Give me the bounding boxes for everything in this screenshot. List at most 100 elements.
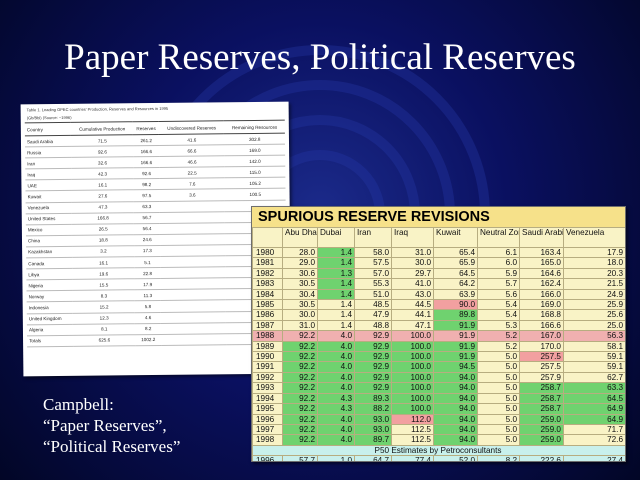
value-cell: 94.0 [433, 403, 478, 415]
table-cell: Mexico [25, 224, 73, 236]
value-cell: 165.0 [519, 257, 564, 269]
value-cell: 92.2 [282, 340, 318, 353]
value-cell: 4.0 [317, 351, 355, 363]
value-cell: 89.3 [354, 392, 392, 405]
value-cell: 5.2 [477, 340, 520, 353]
value-cell: 77.4 [391, 455, 434, 461]
table-cell: 11.3 [134, 289, 161, 302]
year-cell: 1995 [252, 403, 283, 415]
table-cell: 16.1 [72, 256, 135, 269]
table-cell: Kuwait [25, 190, 73, 203]
table-cell [160, 311, 227, 324]
revision-row: 1998 92.2 4.0 89.7 112.5 94.0 5.0 259.0 72.6 [252, 434, 625, 446]
value-cell: 58.0 [354, 246, 392, 259]
value-cell: 164.6 [519, 267, 564, 280]
value-cell: 92.2 [282, 382, 318, 394]
table-cell: 17.9 [134, 278, 161, 291]
table-cell: 19.6 [72, 267, 135, 280]
year-cell: 1990 [252, 351, 283, 363]
value-cell: 1.4 [317, 288, 355, 301]
table-cell: Nigeria [26, 279, 73, 292]
table-cell: 47.3 [72, 201, 134, 214]
value-cell: 258.7 [519, 382, 564, 394]
value-cell: 4.0 [317, 371, 355, 384]
year-cell: 1988 [252, 330, 283, 342]
value-cell: 93.0 [354, 413, 392, 425]
table-cell [160, 244, 226, 257]
table-cell: 92.6 [133, 167, 160, 180]
table-cell: 41.6 [159, 133, 225, 146]
revision-row: 1993 92.2 4.0 92.9 100.0 94.0 5.0 258.7 63.3 [252, 382, 625, 394]
value-cell: 44.5 [391, 299, 434, 311]
revision-row: 1982 30.6 1.3 57.0 29.7 64.5 5.9 164.6 20.3 [252, 267, 625, 280]
table-cell: 32.6 [71, 156, 134, 169]
value-cell: 5.0 [477, 371, 520, 384]
value-cell: 57.0 [354, 267, 392, 280]
column-header: Kuwait [433, 227, 478, 248]
value-cell: 91.9 [433, 351, 478, 363]
value-cell: 100.0 [391, 371, 434, 384]
value-cell: 43.0 [391, 288, 434, 301]
column-header: Venezuela [563, 227, 625, 248]
column-header: Reserves [133, 121, 160, 135]
source-caption: Campbell: “Paper Reserves”, “Political R… [43, 394, 180, 457]
table-cell [160, 222, 226, 235]
value-cell: 29.7 [391, 267, 434, 280]
table-cell: Iran [25, 157, 72, 170]
table-cell: 142.0 [224, 155, 286, 168]
table-cell [160, 233, 226, 246]
value-cell: 55.3 [354, 278, 392, 290]
value-cell: 5.3 [477, 319, 520, 332]
value-cell: 1.0 [317, 455, 355, 461]
revision-row: 1986 30.0 1.4 47.9 44.1 89.8 5.4 168.8 25.6 [252, 309, 625, 321]
table-cell: 3.6 [159, 189, 226, 202]
revisions-table: Abu DhabiDubaiIranIraqKuwaitNeutral Zone… [252, 227, 625, 461]
value-cell: 92.2 [282, 351, 318, 363]
table-cell: 8.2 [135, 323, 162, 335]
value-cell: 5.0 [477, 382, 520, 394]
column-header: Remaining Resources [224, 120, 285, 134]
value-cell: 65.9 [433, 257, 478, 269]
value-cell: 92.2 [282, 330, 318, 342]
value-cell: 64.2 [433, 278, 478, 290]
table-cell: United States [25, 213, 73, 225]
value-cell: 27.4 [563, 455, 625, 461]
value-cell: 64.7 [354, 455, 392, 461]
caption-line-1: Campbell: [43, 395, 114, 414]
table-cell [159, 200, 226, 213]
value-cell: 94.0 [433, 423, 478, 436]
value-cell: 163.4 [519, 246, 564, 259]
table-cell: Libya [26, 268, 73, 281]
value-cell: 91.9 [433, 319, 478, 332]
value-cell: 59.1 [563, 351, 625, 363]
table-cell: United Kingdom [26, 312, 74, 325]
revision-row: 1981 29.0 1.4 57.5 30.0 65.9 6.0 165.0 18.0 [252, 257, 625, 269]
value-cell: 30.5 [282, 278, 318, 290]
table-cell [160, 266, 226, 279]
value-cell: 257.5 [519, 351, 564, 363]
value-cell: 47.1 [391, 319, 434, 332]
value-cell: 31.0 [282, 319, 318, 332]
value-cell: 1.4 [317, 319, 355, 332]
value-cell: 94.0 [433, 382, 478, 394]
value-cell: 5.4 [477, 299, 520, 311]
value-cell: 1.4 [317, 309, 355, 321]
value-cell: 30.5 [282, 299, 318, 311]
year-cell: 1998 [252, 434, 283, 446]
column-header: Abu Dhabi [282, 227, 318, 248]
table-cell: 7.6 [159, 178, 225, 190]
value-cell: 100.0 [391, 330, 434, 342]
column-header: Dubai [317, 227, 355, 248]
table-cell: 4.6 [135, 311, 162, 324]
table-cell: UAE [25, 179, 72, 192]
value-cell: 257.5 [519, 361, 564, 373]
value-cell: 21.5 [563, 278, 625, 290]
year-cell: 1983 [252, 278, 283, 290]
year-cell: 1991 [252, 361, 283, 373]
value-cell: 258.7 [519, 392, 564, 405]
value-cell: 112.0 [391, 413, 434, 425]
estimate-row: 1996 57.7 1.0 64.7 77.4 52.0 8.2 222.6 27.4 [252, 455, 625, 461]
table-cell: 5.8 [134, 300, 161, 313]
value-cell: 94.0 [433, 413, 478, 425]
value-cell: 25.0 [563, 319, 625, 332]
